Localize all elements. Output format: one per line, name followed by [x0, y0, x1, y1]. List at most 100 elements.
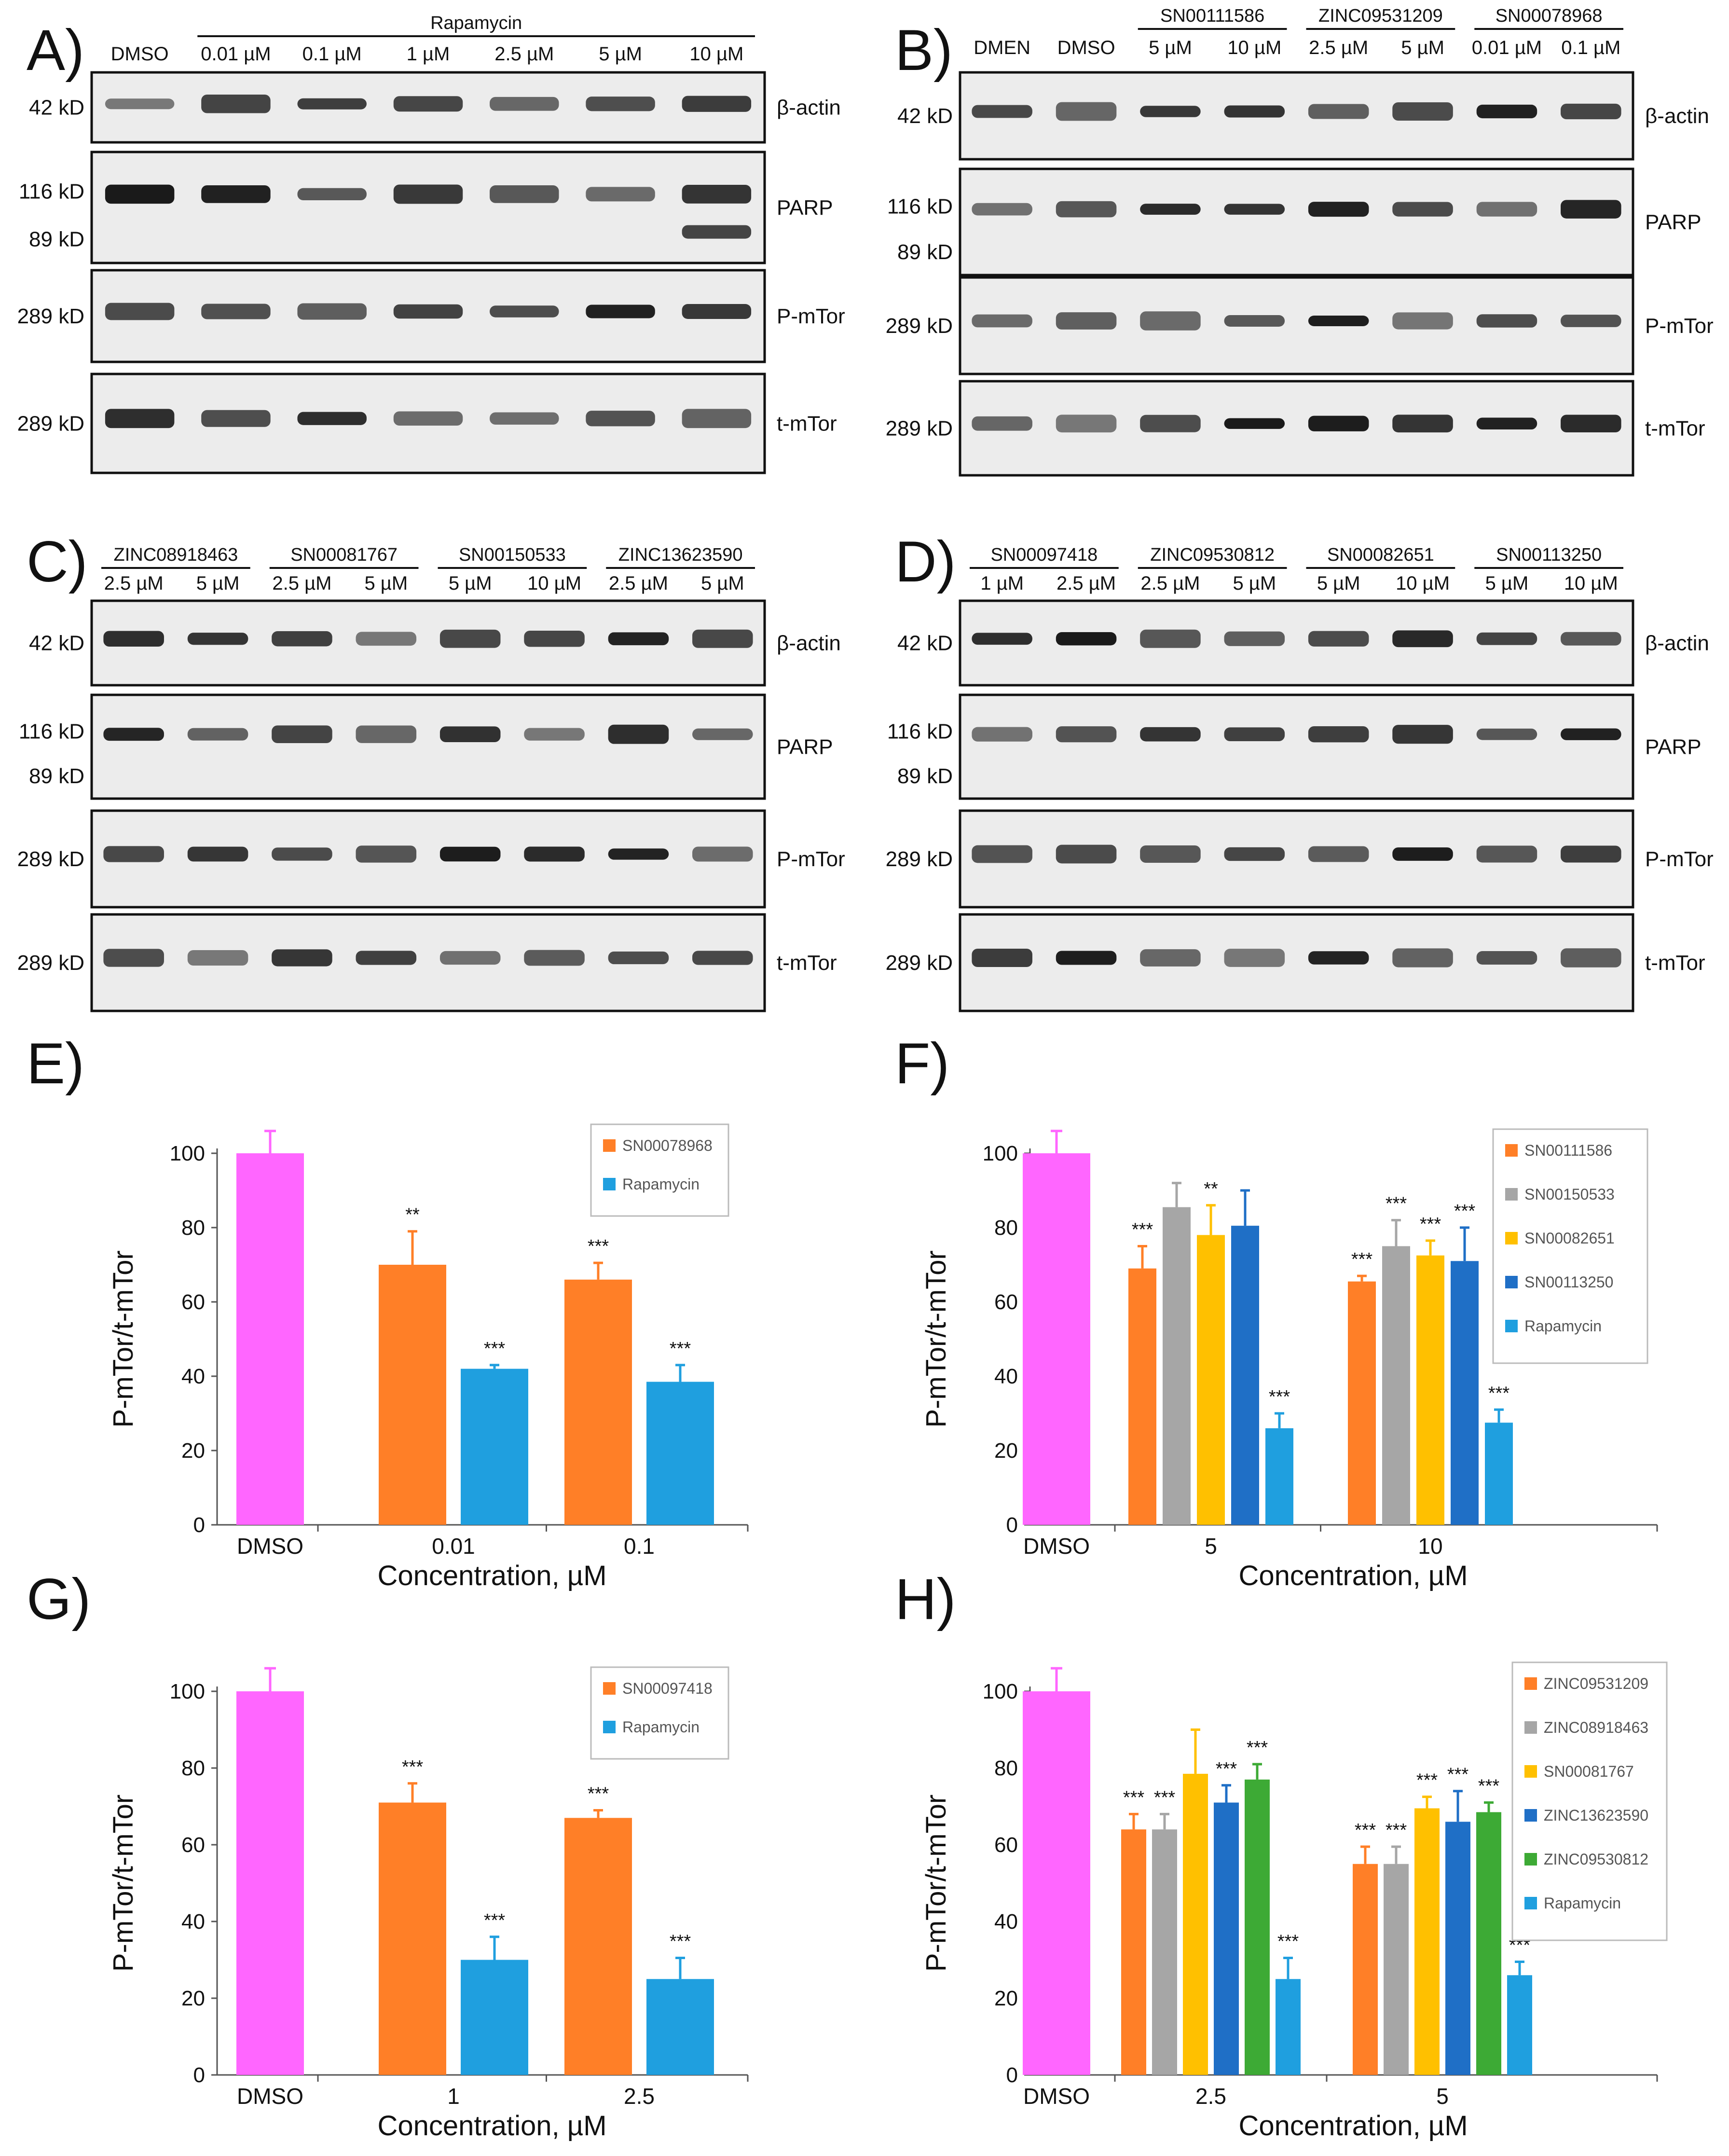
- compound-label: SN00078968: [1496, 6, 1603, 26]
- blot-band: [608, 724, 669, 744]
- blot-band: [1140, 106, 1201, 117]
- blot-band: [524, 846, 585, 862]
- blot-band: [1056, 312, 1117, 330]
- protein-label: β-actin: [777, 632, 841, 655]
- blot-band: [1056, 632, 1117, 646]
- blot-band: [490, 412, 559, 425]
- lane-label: 5 µM: [701, 573, 744, 594]
- blot-band: [608, 848, 669, 860]
- legend-swatch: [1524, 1809, 1537, 1822]
- bar-sn00081767: [1183, 1773, 1208, 2075]
- legend-label: Rapamycin: [1524, 1317, 1602, 1335]
- compound-label: SN00150533: [459, 545, 566, 565]
- significance-marker: ***: [1247, 1738, 1268, 1758]
- y-tick-label: 60: [181, 1833, 205, 1857]
- bar-zinc09531209: [1353, 1864, 1378, 2075]
- significance-marker: ***: [1488, 1383, 1510, 1403]
- blot-band: [393, 184, 463, 204]
- x-category-label: 10: [1418, 1534, 1442, 1559]
- significance-marker: ***: [1277, 1932, 1299, 1952]
- blot-band: [103, 631, 164, 647]
- significance-marker: ***: [588, 1236, 609, 1257]
- bar-dmso: [1023, 1691, 1090, 2075]
- significance-marker: ***: [1269, 1387, 1290, 1407]
- protein-label: PARP: [777, 735, 833, 759]
- blot-band: [1224, 315, 1285, 327]
- blot-band: [1392, 312, 1453, 330]
- bar-dmso: [1023, 1153, 1090, 1525]
- legend-label: SN00081767: [1544, 1763, 1634, 1780]
- legend-swatch: [1505, 1320, 1518, 1332]
- blot-band: [1140, 845, 1201, 863]
- lane-label: 5 µM: [196, 573, 240, 594]
- mw-marker: 89 kD: [897, 764, 953, 788]
- blot-band: [356, 951, 417, 965]
- mw-marker: 89 kD: [29, 764, 84, 788]
- y-tick-label: 80: [181, 1756, 205, 1780]
- blot-band: [1308, 726, 1369, 743]
- panel-label-c: C): [27, 529, 88, 594]
- y-tick-label: 100: [983, 1142, 1018, 1165]
- blot-band: [439, 846, 501, 862]
- lane-label: 10 µM: [1564, 573, 1618, 594]
- legend-swatch: [1524, 1721, 1537, 1734]
- y-tick-label: 100: [170, 1142, 205, 1165]
- lane-label: 10 µM: [1396, 573, 1450, 594]
- significance-marker: ***: [484, 1910, 506, 1931]
- blot-band: [682, 409, 752, 428]
- legend-swatch: [1505, 1144, 1518, 1157]
- mw-marker: 289 kD: [17, 304, 84, 328]
- lane-label: 2.5 µM: [272, 573, 331, 594]
- blot-band: [1392, 725, 1453, 744]
- blot-band: [490, 185, 559, 203]
- lane-label: 2.5 µM: [494, 43, 554, 65]
- blot-band: [1392, 415, 1453, 433]
- x-axis-title: Concentration, µM: [1238, 2110, 1468, 2142]
- lane-label: DMEN: [974, 37, 1030, 58]
- blot-band: [187, 633, 248, 645]
- blot-band: [682, 304, 752, 319]
- compound-label: SN00097418: [990, 545, 1098, 565]
- blot-band: [105, 184, 175, 204]
- legend-label: Rapamycin: [622, 1175, 700, 1193]
- protein-label: PARP: [777, 196, 833, 220]
- bar-sn00078968: [564, 1279, 632, 1525]
- blot-band: [972, 203, 1032, 216]
- legend-swatch: [1524, 1677, 1537, 1690]
- protein-label: β-actin: [777, 96, 841, 120]
- mw-marker: 289 kD: [886, 847, 953, 871]
- blot-band: [972, 727, 1032, 742]
- mw-marker: 289 kD: [886, 314, 953, 338]
- blot-band: [201, 410, 271, 427]
- protein-label: PARP: [1645, 210, 1702, 234]
- panel-label-e: E): [27, 1031, 84, 1096]
- x-category-label: DMSO: [237, 2084, 303, 2109]
- compound-label: SN00081767: [290, 545, 398, 565]
- blot-band: [1392, 102, 1453, 121]
- blot-band: [1140, 949, 1201, 967]
- cleaved-parp-band: [682, 225, 752, 239]
- y-tick-label: 80: [994, 1756, 1018, 1780]
- y-tick-label: 60: [181, 1290, 205, 1314]
- blot-band: [1392, 847, 1453, 861]
- bar-zinc09530812: [1245, 1779, 1270, 2075]
- legend-box: [1492, 1128, 1648, 1364]
- blot-membrane: [90, 151, 766, 264]
- lane-label: 2.5 µM: [1309, 37, 1368, 58]
- blot-band: [1561, 728, 1621, 740]
- blot-band: [1476, 202, 1537, 217]
- significance-marker: ***: [1154, 1787, 1176, 1808]
- blot-band: [682, 96, 752, 112]
- blot-band: [1224, 727, 1285, 741]
- bar-zinc08918463: [1152, 1829, 1177, 2075]
- legend-box: [1511, 1661, 1668, 1941]
- blot-band: [1224, 949, 1285, 967]
- blot-band: [272, 847, 332, 861]
- bar-sn00097418: [379, 1802, 446, 2075]
- blot-band: [1308, 631, 1369, 647]
- blot-band: [1308, 315, 1369, 327]
- blot-band: [1476, 632, 1537, 645]
- x-category-label: 1: [447, 2084, 460, 2109]
- compound-label: ZINC09531209: [1318, 6, 1443, 26]
- bar-sn00111586: [1128, 1268, 1156, 1525]
